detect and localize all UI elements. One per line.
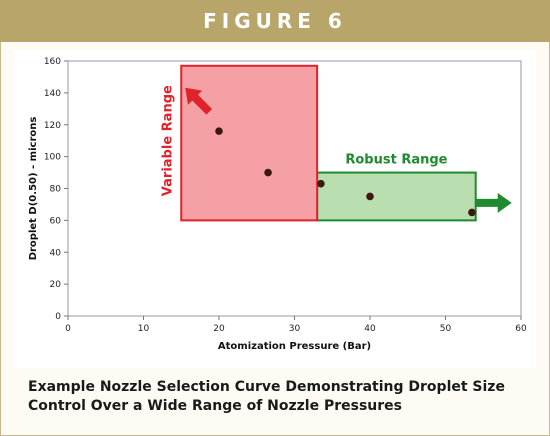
y-tick-label: 120 [44,121,61,131]
robust-range-label: Robust Range [345,153,447,168]
data-point [317,179,325,188]
y-tick-label: 60 [50,216,62,226]
x-tick-label: 40 [364,324,376,334]
x-tick-label: 10 [138,324,150,334]
variable-range-arrow-shape [185,87,213,115]
variable-range-label: Variable Range [160,85,175,196]
robust-range-arrow-icon [475,192,512,213]
data-point [366,192,374,201]
y-tick-label: 100 [44,153,61,163]
y-tick-label: 40 [50,248,62,258]
x-tick-label: 30 [289,324,301,334]
figure-banner: FIGURE 6 [0,0,550,42]
y-tick-label: 140 [44,89,61,99]
variable-range-arrow-icon [185,87,213,115]
variable-range-box [180,64,319,222]
x-tick-label: 60 [515,324,527,334]
y-tick-label: 80 [50,185,62,195]
y-tick-label: 0 [55,312,61,322]
y-axis-title: Droplet D(0.50) - microns [28,117,39,261]
y-tick-label: 20 [50,280,62,290]
figure-caption: Example Nozzle Selection Curve Demonstra… [28,379,505,414]
data-point [215,127,223,135]
x-axis-title: Atomization Pressure (Bar) [218,341,371,352]
x-tick-label: 20 [213,324,225,334]
scatter-chart: 0 20 40 60 80 100 120 140 160 0 10 20 30 40 50 60 Atomiz… [28,57,527,352]
y-tick-label: 160 [44,57,61,67]
x-tick-label: 0 [65,324,71,334]
x-tick-label: 50 [440,324,452,334]
robust-range-box [316,171,477,222]
data-point [468,208,476,217]
data-point [264,168,272,177]
